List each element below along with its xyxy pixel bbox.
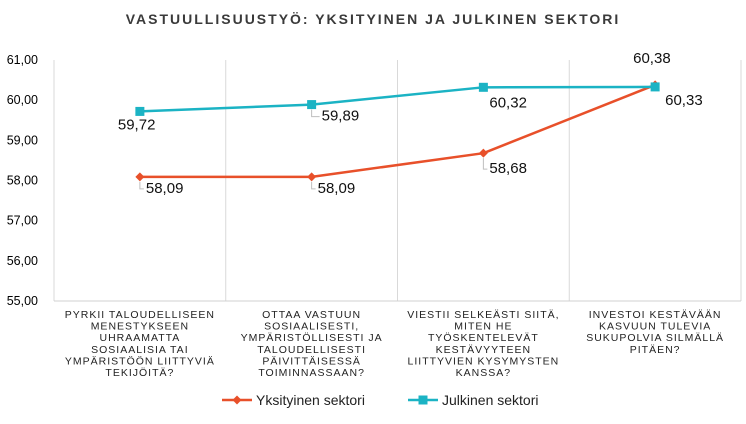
x-category-label: VIESTII SELKEÄSTI SIITÄ, MITEN HE TYÖSKENT… [407, 309, 559, 379]
series-line-2 [139, 85, 656, 113]
chart-title: VASTUULLISUUSTYÖ: YKSITYINEN JA JULKINEN… [126, 11, 621, 27]
label-leader-line [482, 158, 488, 170]
series-line-1 [139, 83, 656, 179]
y-tick-label: 57,00 [7, 214, 38, 228]
data-point-diamond [135, 172, 145, 182]
y-tick-label: 61,00 [7, 53, 38, 67]
data-point-square [650, 82, 660, 92]
data-point-diamond [478, 148, 488, 158]
data-label: 58,09 [318, 180, 356, 197]
data-label: 60,33 [665, 92, 703, 109]
x-category-label: PYRKII TALOUDELLISEEN MENESTYKSEEN UHRAAMA… [65, 309, 215, 379]
y-tick-label: 60,00 [7, 93, 38, 107]
x-category-label: OTTAA VASTUUN SOSIAALISESTI, YMPÄRISTÖLLIS… [241, 309, 383, 379]
legend-entry-label: Yksityinen sektori [256, 392, 365, 408]
data-labels: 58,09 58,09 58,68 60,38 59,72 59,89 60,32 60,33 [118, 50, 703, 197]
legend-marker-diamond [232, 395, 242, 405]
data-point-square [307, 100, 317, 110]
y-tick-label: 56,00 [7, 254, 38, 268]
axes: 55,00 56,00 57,00 58,00 59,00 60,00 61,00 PYRKI… [7, 53, 741, 379]
data-label: 58,68 [489, 160, 527, 177]
legend-marker-square [418, 395, 428, 405]
series-layer [135, 80, 660, 182]
y-tick-label: 55,00 [7, 294, 38, 308]
data-label: 60,38 [633, 50, 671, 67]
data-point-diamond [307, 172, 317, 182]
data-label: 59,72 [118, 116, 156, 133]
data-point-square [135, 106, 145, 116]
label-leader-line [311, 109, 320, 118]
grid [53, 60, 742, 301]
label-leader-line [311, 181, 316, 190]
data-label: 59,89 [322, 108, 360, 125]
x-category-label: INVESTOI KESTÄVÄÄN KASVUUN TULEVIA SUKUPOL… [586, 309, 724, 356]
data-label: 58,09 [146, 180, 184, 197]
y-tick-label: 58,00 [7, 174, 38, 188]
data-point-square [478, 82, 488, 92]
y-tick-label: 59,00 [7, 133, 38, 147]
legend-entry-label: Julkinen sektori [442, 392, 539, 408]
label-leader-line [139, 181, 144, 190]
data-label: 60,32 [489, 94, 527, 111]
legend: Yksityinen sektori Julkinen sektori [222, 392, 539, 408]
